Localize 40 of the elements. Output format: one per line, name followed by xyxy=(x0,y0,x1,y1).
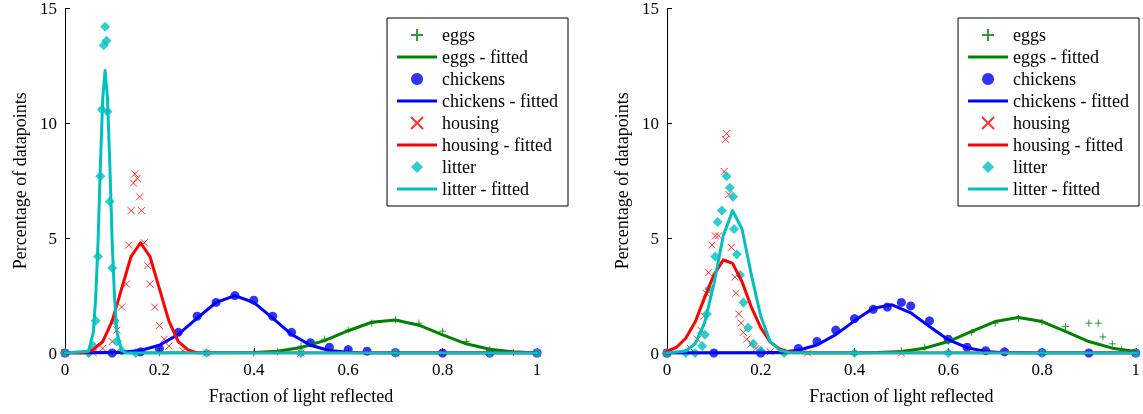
y-tick-label: 0 xyxy=(48,343,57,363)
y-tick-label: 0 xyxy=(650,343,659,363)
legend-label: housing xyxy=(442,113,500,133)
legend-label: litter xyxy=(442,157,477,177)
y-tick-label: 5 xyxy=(650,228,659,248)
legend-label: housing - fitted xyxy=(442,135,553,155)
y-tick-label: 15 xyxy=(642,0,659,18)
y-tick-label: 5 xyxy=(48,228,57,248)
y-tick-label: 10 xyxy=(40,113,57,133)
x-tick-label: 0.6 xyxy=(937,360,959,379)
y-axis-title: Percentage of datapoints xyxy=(612,92,633,270)
x-tick-label: 0.4 xyxy=(843,360,866,379)
legend-label: chickens - fitted xyxy=(1013,91,1130,111)
legend-label: housing - fitted xyxy=(1013,135,1124,155)
x-tick-label: 0.6 xyxy=(337,360,359,379)
x-tick-label: 0 xyxy=(662,360,672,379)
y-axis-title: Percentage of datapoints xyxy=(10,92,31,270)
x-tick-label: 0 xyxy=(60,360,70,379)
x-tick-label: 0.8 xyxy=(1031,360,1053,379)
legend-label: chickens - fitted xyxy=(442,91,559,111)
legend-label: housing xyxy=(1013,113,1071,133)
legend-label: litter - fitted xyxy=(442,179,530,199)
x-axis-title: Fraction of light reflected xyxy=(208,386,394,406)
legend-label: litter xyxy=(1013,157,1048,177)
x-tick-label: 1 xyxy=(1131,360,1140,379)
x-tick-label: 0.2 xyxy=(148,360,171,379)
x-axis-title: Fraction of light reflected xyxy=(809,386,994,406)
x-tick-label: 0.2 xyxy=(750,360,772,379)
legend-label: eggs - fitted xyxy=(1013,47,1100,67)
x-tick-label: 0.8 xyxy=(431,360,454,379)
legend-label: litter - fitted xyxy=(1013,179,1101,199)
x-tick-label: 1 xyxy=(532,360,542,379)
legend-label: eggs xyxy=(1013,25,1047,45)
x-tick-label: 0.4 xyxy=(243,360,265,379)
y-tick-label: 15 xyxy=(40,0,57,18)
y-tick-label: 10 xyxy=(642,113,659,133)
legend-label: eggs - fitted xyxy=(442,47,529,67)
legend-label: chickens xyxy=(442,69,506,89)
legend-label: eggs xyxy=(442,25,476,45)
legend-label: chickens xyxy=(1013,69,1077,89)
